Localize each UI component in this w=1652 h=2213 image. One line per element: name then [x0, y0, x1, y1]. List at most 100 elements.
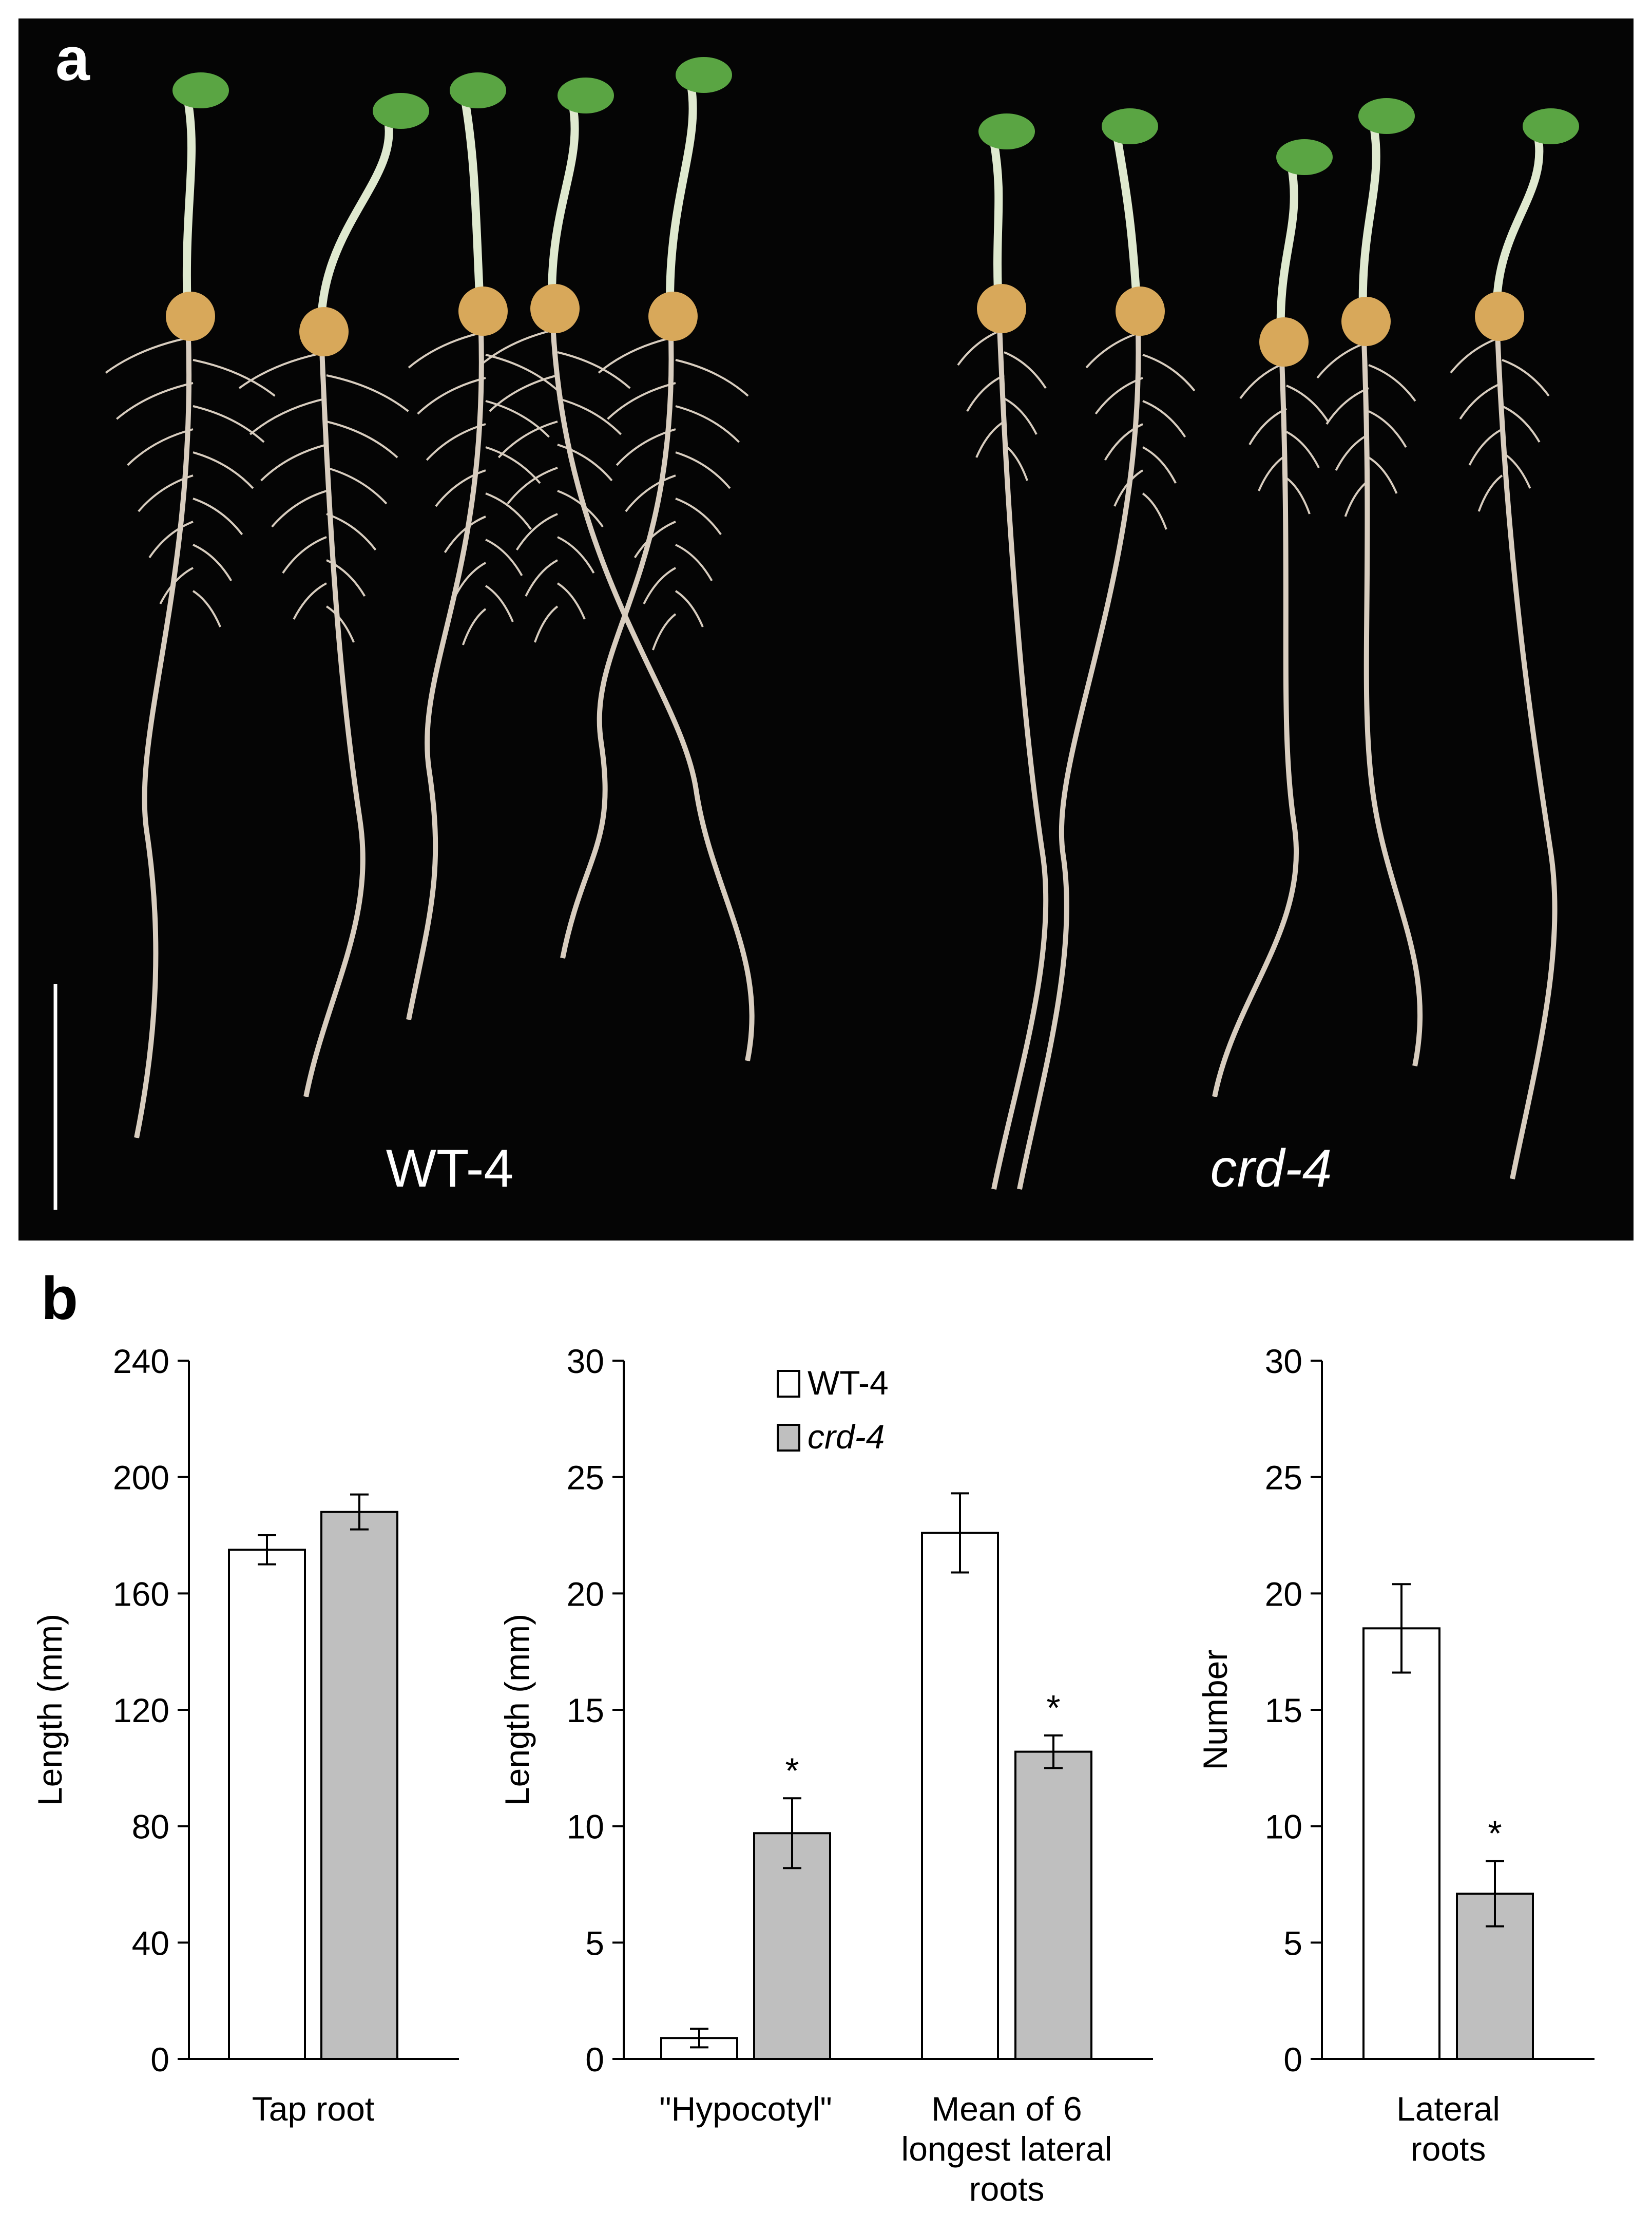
lateral-root: [1113, 469, 1144, 507]
shoot-leaf: [1358, 98, 1415, 134]
hypocotyl-stem: [1276, 166, 1298, 348]
hypocotyl-stem: [317, 120, 393, 337]
y-tick-label: 20: [567, 1575, 604, 1613]
lateral-root: [485, 492, 532, 530]
panel-a-label-bg: [18, 18, 116, 116]
bar: [1362, 1627, 1440, 2060]
lateral-root: [326, 559, 366, 597]
lateral-root: [249, 397, 327, 435]
bar: [921, 1532, 999, 2060]
lateral-root: [1501, 451, 1531, 489]
lateral-root: [1258, 454, 1288, 491]
lateral-root: [1335, 433, 1369, 471]
lateral-root: [1003, 444, 1028, 481]
hypocotyl-stem: [461, 100, 485, 317]
lateral-root: [417, 377, 486, 415]
significance-marker: *: [785, 1750, 799, 1790]
hypocotyl-stem: [1492, 136, 1544, 322]
seed: [1259, 317, 1309, 367]
lateral-root: [1502, 405, 1541, 443]
hypocotyl-stem: [1113, 136, 1142, 317]
category-label: longest lateral: [901, 2130, 1112, 2168]
hypocotyl-stem: [548, 105, 579, 314]
tap-root: [1017, 316, 1141, 1190]
hypocotyl-stem: [666, 84, 697, 322]
seedlings-group: [105, 57, 1579, 1190]
tap-root: [303, 336, 366, 1097]
lateral-root: [675, 590, 704, 627]
y-tick-label: 5: [585, 1924, 604, 1962]
shoot-leaf: [676, 57, 732, 93]
bar: [228, 1549, 306, 2060]
lateral-root: [1502, 359, 1550, 397]
y-axis-label: Length (mm): [498, 1614, 536, 1806]
lateral-root: [557, 490, 604, 528]
y-tick-label: 0: [150, 2040, 169, 2078]
category-label: roots: [969, 2170, 1045, 2208]
shoot-leaf: [450, 72, 506, 108]
lateral-root: [966, 374, 1005, 412]
lateral-root: [607, 382, 676, 420]
lateral-root: [138, 474, 194, 512]
lateral-root: [193, 359, 276, 397]
lateral-root: [462, 608, 487, 645]
lateral-root: [975, 421, 1005, 458]
y-tick-label: 25: [1265, 1459, 1302, 1497]
bar: [1014, 1750, 1092, 2061]
tap-root: [134, 321, 192, 1138]
lateral-root: [116, 382, 194, 420]
lateral-root: [1285, 477, 1311, 514]
hypocotyl-stem: [990, 141, 1003, 314]
y-tick-label: 160: [113, 1575, 169, 1613]
lateral-root: [485, 539, 523, 576]
lateral-root: [435, 469, 486, 507]
seed: [166, 292, 215, 341]
lateral-root: [675, 359, 749, 397]
lateral-root: [1368, 456, 1398, 494]
lateral-root: [557, 444, 613, 482]
y-tick-label: 30: [1265, 1342, 1302, 1380]
lateral-root: [326, 467, 388, 505]
lateral-root: [271, 490, 327, 528]
lateral-root: [557, 351, 631, 389]
shoot-leaf: [373, 93, 429, 129]
bar: [320, 1511, 398, 2061]
panel-a-label: a: [55, 25, 90, 93]
lateral-root: [1142, 354, 1196, 392]
y-tick-label: 240: [113, 1342, 169, 1380]
lateral-root: [1368, 364, 1416, 402]
lateral-root: [1477, 474, 1503, 512]
lateral-root: [1094, 377, 1143, 415]
y-axis-label: Number: [1196, 1650, 1234, 1770]
lateral-root: [1142, 446, 1177, 484]
lateral-root: [1248, 408, 1287, 445]
lateral-root: [260, 444, 327, 482]
lateral-root: [325, 605, 355, 643]
lateral-root: [507, 467, 558, 505]
lateral-root: [293, 582, 327, 620]
lateral-root: [625, 474, 676, 512]
y-axis-label: Length (mm): [31, 1614, 69, 1806]
y-tick-label: 5: [1283, 1924, 1302, 1962]
tap-root: [560, 321, 674, 959]
y-tick-label: 15: [567, 1691, 604, 1729]
lateral-root: [485, 354, 559, 392]
lateral-root: [485, 400, 550, 438]
category-label: roots: [1411, 2130, 1486, 2168]
y-tick-label: 25: [567, 1459, 604, 1497]
lateral-root: [633, 521, 676, 559]
lateral-root: [651, 613, 677, 651]
lateral-root: [533, 605, 559, 643]
lateral-root: [1468, 428, 1503, 466]
seedling-photo: WT-4 crd-4 a: [18, 18, 1634, 1241]
shoot-leaf: [1523, 108, 1579, 144]
seed: [458, 287, 508, 336]
lateral-root: [675, 498, 722, 536]
tap-root: [1361, 326, 1423, 1066]
lateral-root: [1142, 492, 1167, 530]
lateral-root: [1286, 431, 1320, 468]
significance-marker: *: [1488, 1814, 1502, 1854]
legend-swatch: [777, 1370, 800, 1398]
y-tick-label: 0: [1283, 2040, 1302, 2078]
